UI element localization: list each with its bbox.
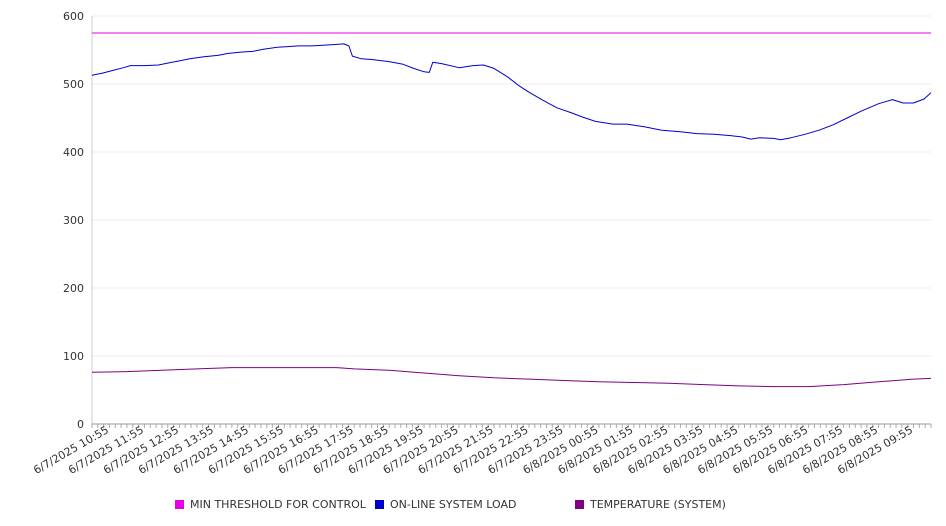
legend-swatch-temperature (575, 500, 584, 509)
y-tick-label: 0 (77, 418, 84, 431)
y-tick-label: 600 (63, 10, 84, 23)
legend-label-threshold: MIN THRESHOLD FOR CONTROL (190, 498, 366, 511)
series-layer (91, 32, 932, 388)
y-tick-label: 400 (63, 146, 84, 159)
grid-layer (92, 15, 931, 357)
series-line-system-load (91, 43, 932, 141)
series-line-temperature (91, 367, 932, 388)
legend-swatch-threshold (175, 500, 184, 509)
legend-item-temperature: TEMPERATURE (SYSTEM) (575, 498, 726, 511)
y-tick-label: 500 (63, 78, 84, 91)
legend-item-system-load: ON-LINE SYSTEM LOAD (375, 498, 516, 511)
legend-swatch-system-load (375, 500, 384, 509)
axis-layer (91, 16, 932, 428)
chart-legend: MIN THRESHOLD FOR CONTROL ON-LINE SYSTEM… (0, 498, 946, 514)
y-tick-label: 300 (63, 214, 84, 227)
legend-label-system-load: ON-LINE SYSTEM LOAD (390, 498, 517, 511)
legend-label-temperature: TEMPERATURE (SYSTEM) (590, 498, 726, 511)
y-tick-label: 200 (63, 282, 84, 295)
legend-item-threshold: MIN THRESHOLD FOR CONTROL (175, 498, 366, 511)
y-tick-label: 100 (63, 350, 84, 363)
